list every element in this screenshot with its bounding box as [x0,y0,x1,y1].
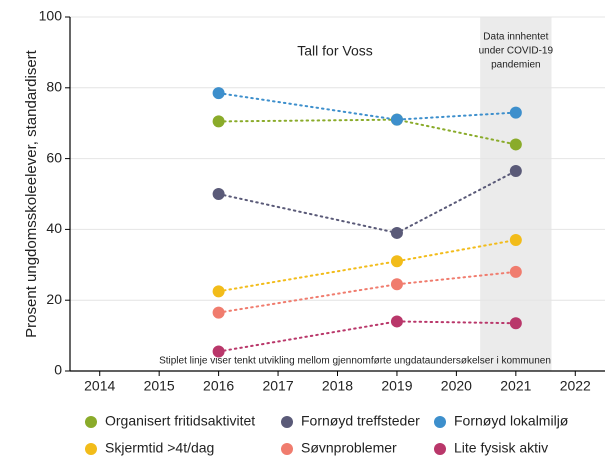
annotation-text: pandemien [491,60,540,71]
x-tick-label: 2015 [144,378,175,394]
data-point [212,87,225,100]
x-tick-label: 2020 [441,378,472,394]
data-point [509,265,522,278]
data-point [212,115,225,128]
data-point [212,345,225,358]
series-line [217,270,517,314]
x-tick-label: 2014 [84,378,115,394]
legend-marker [434,443,446,455]
legend-marker [85,416,97,428]
x-tick-label: 2019 [381,378,412,394]
legend-label: Fornøyd lokalmiljø [454,413,569,429]
data-point [390,226,403,239]
x-tick-label: 2017 [262,378,293,394]
legend-marker [281,443,293,455]
x-tick-label: 2021 [500,378,531,394]
data-point [390,255,403,268]
series-line [217,239,517,293]
y-tick-label: 40 [46,220,62,236]
x-tick-label: 2018 [322,378,353,394]
y-tick-label: 0 [54,362,62,378]
data-point [390,315,403,328]
footnote: Stiplet linje viser tenkt utvikling mell… [159,356,551,367]
y-tick-label: 80 [46,79,62,95]
data-point [390,278,403,291]
data-point [390,113,403,126]
data-point [212,306,225,319]
x-tick-label: 2022 [560,378,591,394]
data-point [212,285,225,298]
series-line [217,169,517,234]
legend-label: Søvnproblemer [301,440,397,456]
y-tick-label: 100 [39,8,63,24]
series-line [217,320,517,353]
legend-marker [434,416,446,428]
annotation-text: under COVID-19 [479,46,554,57]
y-tick-label: 20 [46,291,62,307]
legend-label: Organisert fritidsaktivitet [105,413,255,429]
legend-marker [281,416,293,428]
series-line [217,118,517,146]
legend-label: Lite fysisk aktiv [454,440,548,456]
data-point [212,188,225,200]
series-line [217,92,517,121]
legend-marker [85,443,97,455]
data-point [509,164,522,177]
data-point [509,138,522,151]
y-axis-label: Prosent ungdomsskoleelever, standardiser… [23,49,40,337]
y-tick-label: 60 [46,149,62,165]
x-tick-label: 2016 [203,378,234,394]
legend-label: Skjermtid >4t/dag [105,440,214,456]
annotation-text: Data innhentet [483,32,548,43]
chart-subtitle: Tall for Voss [297,43,372,59]
data-point [509,234,522,247]
legend-label: Fornøyd treffsteder [301,413,420,429]
covid-shading [480,17,552,371]
data-point [509,317,522,330]
data-point [509,106,522,119]
